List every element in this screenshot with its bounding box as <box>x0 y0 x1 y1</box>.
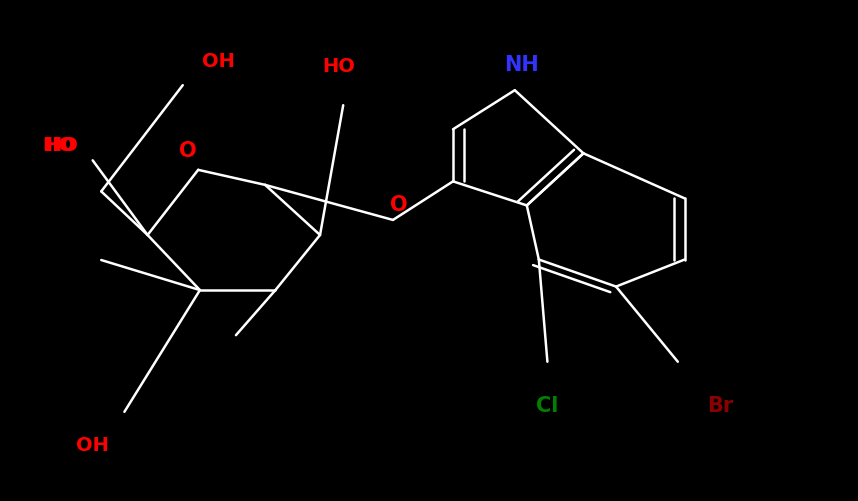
Text: HO: HO <box>323 57 355 76</box>
Text: HO: HO <box>42 136 75 155</box>
Text: O: O <box>390 195 408 215</box>
Text: O: O <box>179 141 196 161</box>
Text: NH: NH <box>505 55 539 75</box>
Text: Cl: Cl <box>536 396 559 416</box>
Text: Br: Br <box>708 396 734 416</box>
Text: OH: OH <box>202 52 235 71</box>
Text: OH: OH <box>76 436 109 455</box>
Text: HO: HO <box>45 136 78 155</box>
